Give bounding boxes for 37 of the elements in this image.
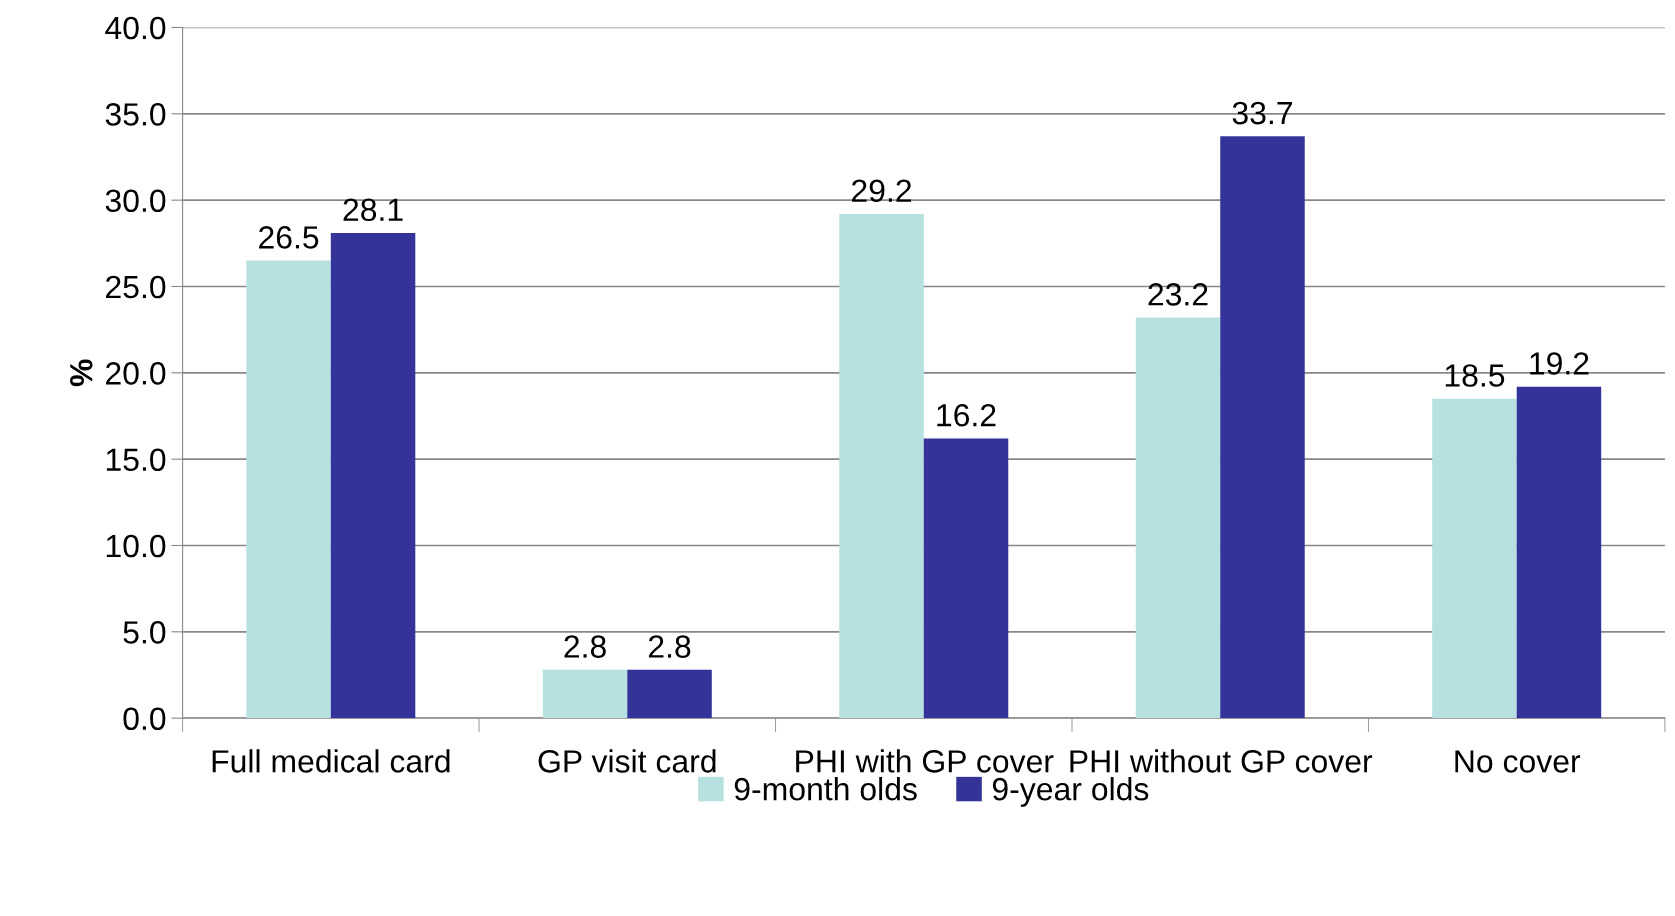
x-tick-label: PHI with GP cover bbox=[796, 749, 1054, 773]
y-tick-label: 5.0 bbox=[123, 621, 166, 644]
bar bbox=[330, 232, 416, 719]
x-tick-label: GP visit card bbox=[538, 749, 716, 773]
y-tick-label: 15.0 bbox=[106, 448, 166, 472]
x-tick-label: No cover bbox=[1455, 750, 1581, 773]
data-label: 33.7 bbox=[1232, 101, 1292, 125]
bar bbox=[1432, 398, 1517, 719]
bar bbox=[1220, 136, 1305, 719]
x-tick-label: PHI without GP cover bbox=[1070, 749, 1373, 773]
y-tick-label: 35.0 bbox=[105, 103, 166, 126]
bar bbox=[1516, 386, 1602, 719]
bar bbox=[839, 213, 924, 719]
data-label: 16.2 bbox=[937, 403, 996, 427]
legend-label: 9-year olds bbox=[992, 777, 1149, 807]
data-label: 19.2 bbox=[1530, 352, 1589, 375]
bar bbox=[627, 669, 712, 719]
data-label: 2.8 bbox=[648, 635, 691, 658]
bar bbox=[1135, 317, 1221, 719]
data-label: 18.5 bbox=[1445, 364, 1505, 387]
legend-label: 9-month olds bbox=[734, 777, 917, 801]
x-tick-label: Full medical card bbox=[212, 749, 450, 773]
bar bbox=[923, 438, 1009, 719]
bar bbox=[246, 260, 331, 719]
data-label: 28.1 bbox=[343, 198, 403, 222]
y-tick-label: 10.0 bbox=[106, 534, 166, 558]
y-tick-label: 40.0 bbox=[105, 16, 166, 40]
y-tick-label: 20.0 bbox=[106, 362, 166, 385]
data-label: 26.5 bbox=[259, 226, 319, 249]
y-axis-title: % bbox=[70, 359, 93, 387]
y-tick-label: 30.0 bbox=[105, 189, 166, 213]
y-tick-label: 0.0 bbox=[123, 707, 166, 731]
data-label: 29.2 bbox=[852, 179, 911, 203]
y-tick-label: 25.0 bbox=[106, 275, 166, 299]
data-label: 2.8 bbox=[564, 635, 606, 658]
data-label: 23.2 bbox=[1148, 283, 1208, 306]
bar bbox=[542, 669, 628, 719]
